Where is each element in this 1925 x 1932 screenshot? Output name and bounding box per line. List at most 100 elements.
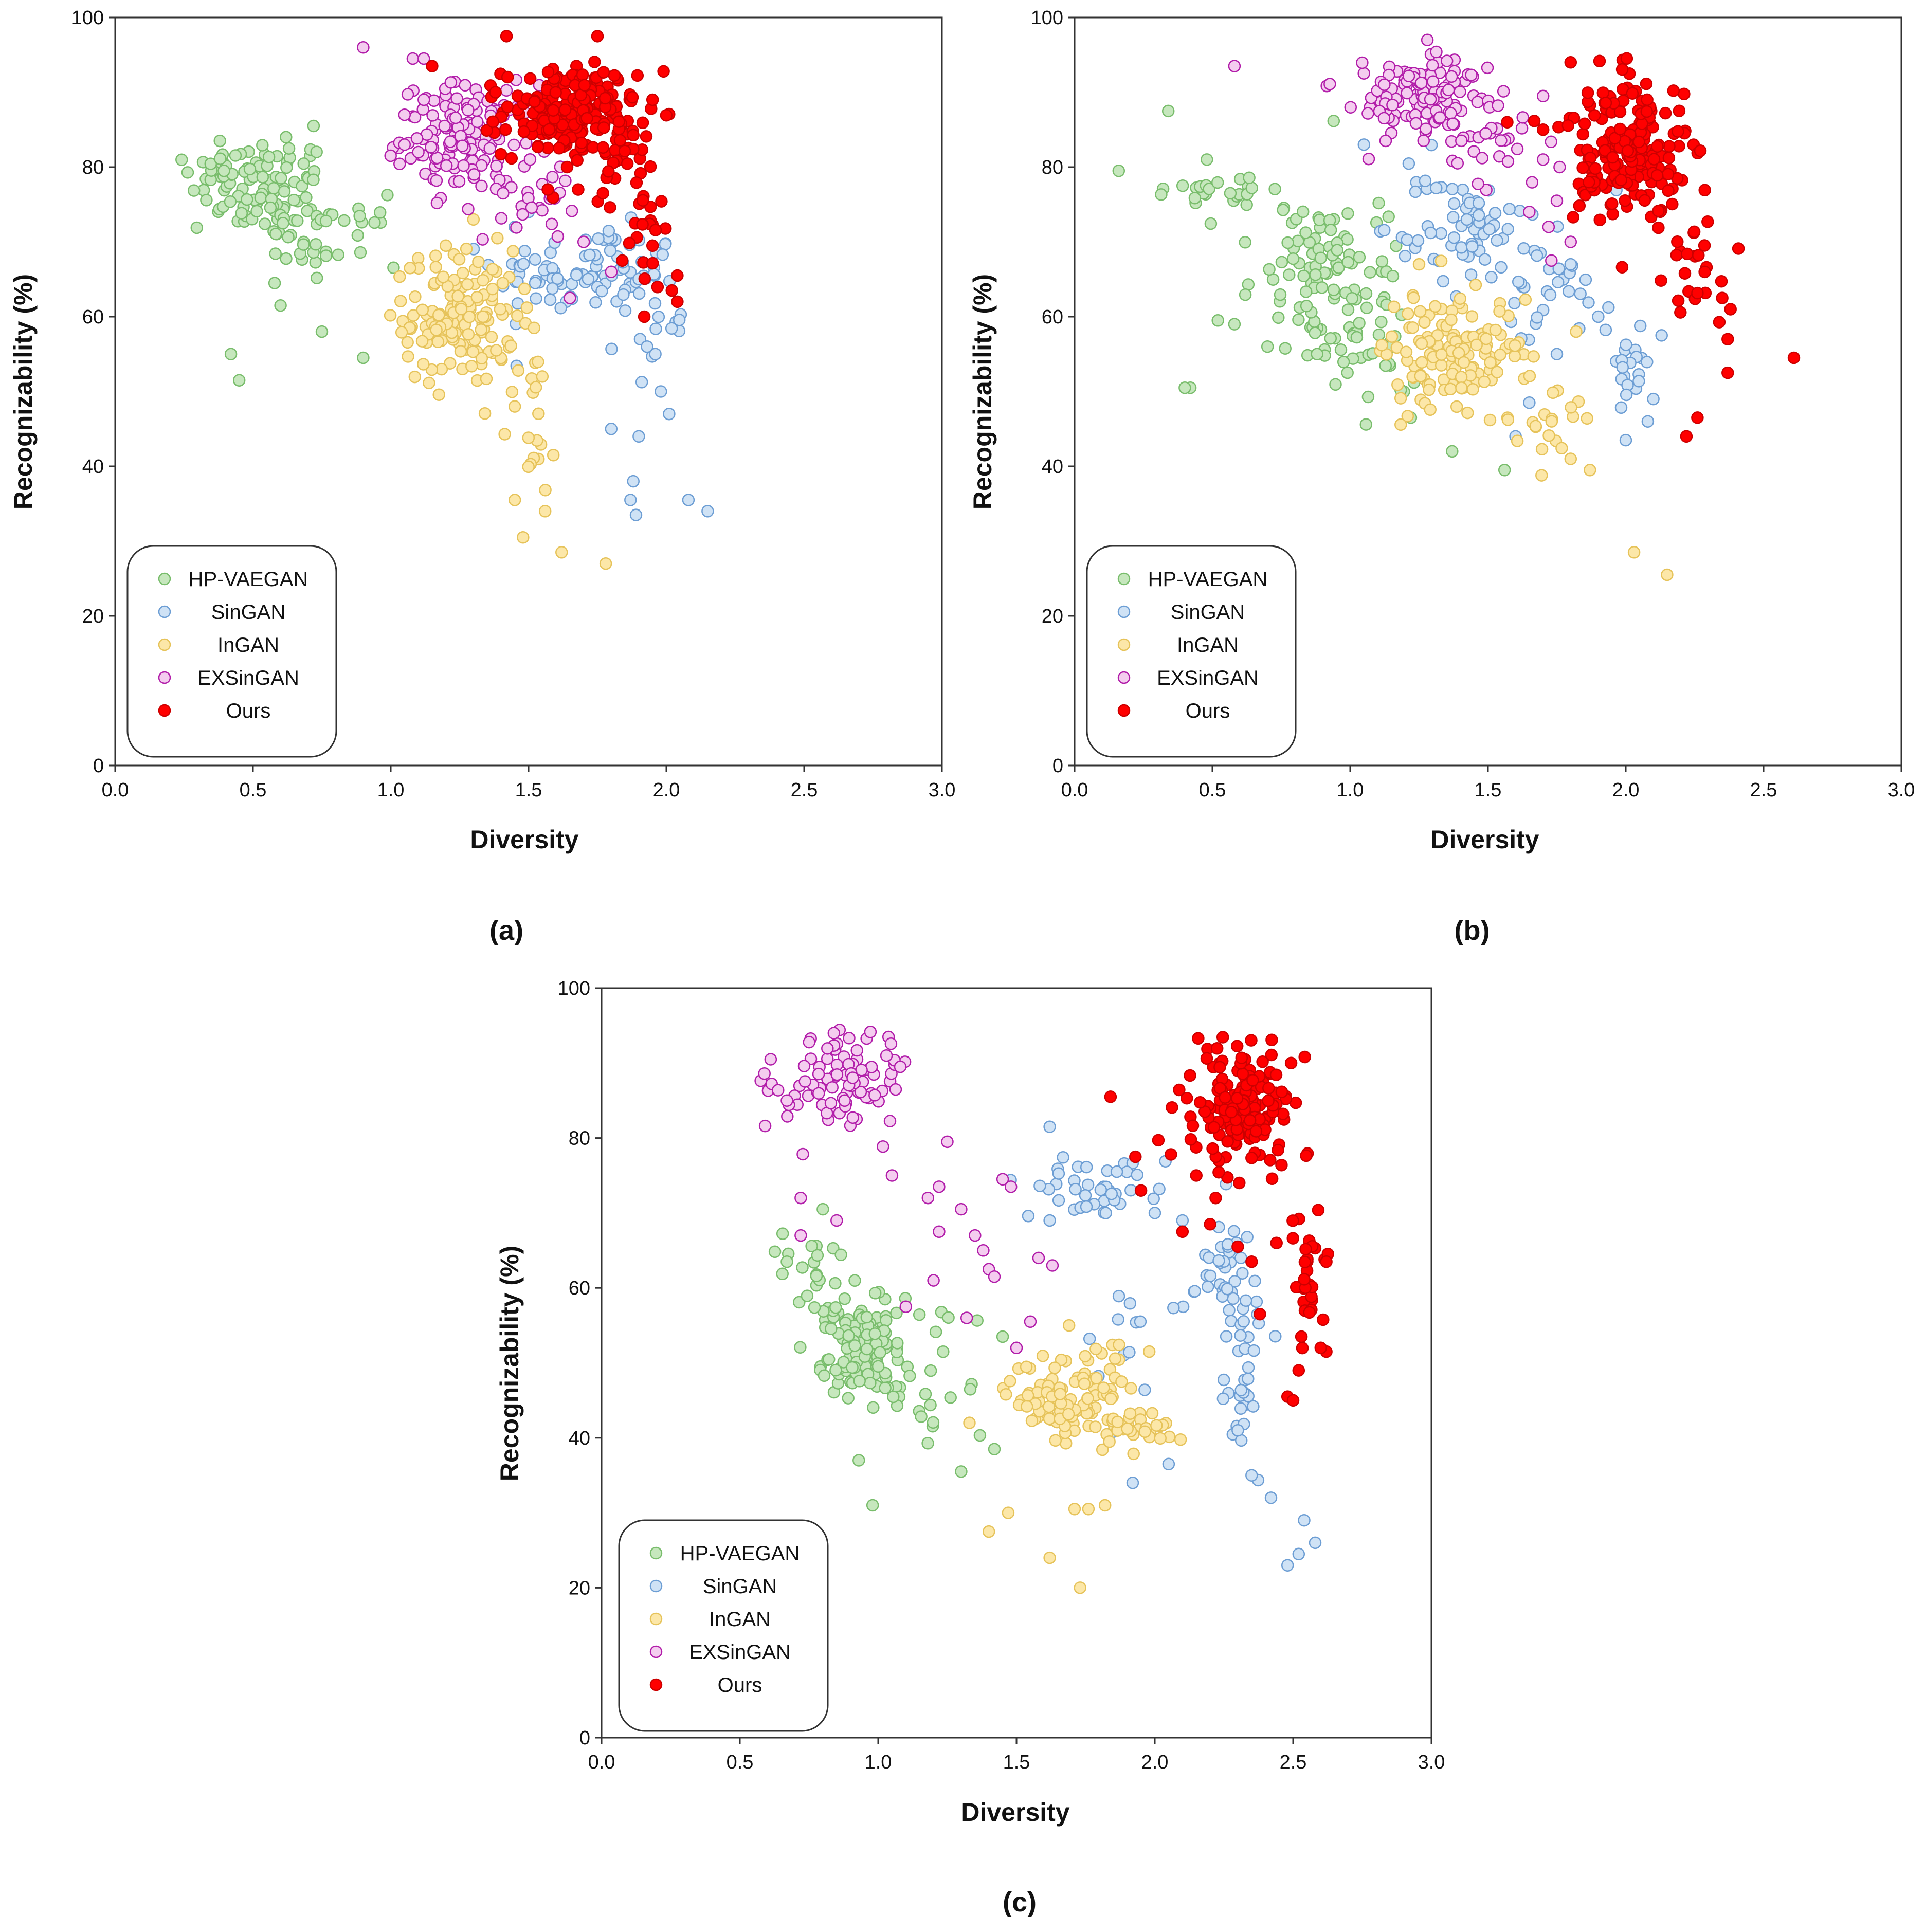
data-point (1298, 1255, 1312, 1269)
data-point (1245, 1469, 1258, 1482)
panel-a: 0.0 0.5 1.0 1.5 2.0 2.5 3.0 0 20 40 60 80 100 Divers… (9, 7, 955, 946)
data-point (539, 483, 552, 497)
data-point (1184, 1069, 1196, 1082)
data-point (1423, 383, 1436, 396)
data-point (887, 1390, 900, 1404)
y-tick-label: 40 (82, 456, 104, 478)
data-point (1495, 261, 1508, 274)
data-point (1281, 236, 1294, 249)
data-point (517, 125, 531, 138)
x-tick-label: 1.0 (1337, 779, 1364, 801)
data-point (494, 148, 507, 161)
data-point (1536, 153, 1550, 166)
data-point (1315, 281, 1329, 294)
data-point (1715, 275, 1728, 288)
data-point (417, 52, 430, 65)
data-point (1269, 1329, 1282, 1343)
data-point (1341, 366, 1354, 379)
x-tick-label: 1.5 (1475, 779, 1502, 801)
data-point (1298, 1050, 1311, 1064)
data-point (879, 1381, 892, 1395)
data-point (596, 141, 610, 154)
data-point (1407, 291, 1420, 304)
data-point (1701, 215, 1714, 228)
data-point (518, 245, 531, 258)
data-point (525, 201, 538, 214)
data-point (1228, 318, 1241, 331)
data-point (1264, 1491, 1278, 1504)
data-point (1478, 253, 1492, 266)
data-point (1317, 1313, 1330, 1326)
data-point (1176, 1225, 1189, 1238)
data-point (1134, 1315, 1147, 1328)
data-point (1461, 406, 1474, 420)
data-point (1414, 370, 1427, 382)
data-point (426, 109, 439, 122)
data-point (624, 494, 637, 506)
data-point (1579, 273, 1592, 286)
data-point (1240, 198, 1253, 211)
y-tick-label: 60 (1042, 306, 1063, 328)
data-point (499, 123, 512, 136)
data-point (982, 1525, 995, 1538)
data-point (1465, 68, 1478, 81)
data-point (1193, 1096, 1207, 1109)
data-point (1495, 134, 1508, 147)
data-point (649, 224, 662, 236)
data-point (1103, 1435, 1116, 1448)
data-point (532, 355, 544, 369)
data-point (466, 345, 480, 358)
data-point (1220, 1330, 1233, 1343)
y-tick-label: 40 (1042, 456, 1063, 478)
data-point (1430, 45, 1443, 59)
data-point (913, 1308, 926, 1321)
data-point (1286, 252, 1300, 265)
data-point (1364, 266, 1376, 279)
legend-marker-exsingan (1117, 671, 1131, 684)
data-point (1254, 1307, 1266, 1321)
data-point (475, 323, 487, 336)
data-point (1655, 274, 1667, 287)
data-point (1243, 171, 1256, 185)
data-point (1615, 63, 1629, 76)
data-point (1483, 413, 1497, 427)
data-point (280, 161, 293, 174)
data-point (373, 206, 387, 219)
data-point (410, 132, 424, 145)
data-point (1361, 107, 1374, 120)
data-point (1455, 371, 1468, 384)
data-point (476, 233, 489, 246)
data-point (1242, 1361, 1255, 1374)
data-point (1555, 442, 1568, 455)
data-point (1105, 1187, 1118, 1200)
data-point (1437, 275, 1450, 288)
data-point (505, 152, 518, 165)
data-point (582, 272, 595, 285)
data-point (1204, 217, 1218, 230)
data-point (834, 1248, 847, 1262)
data-point (1535, 469, 1548, 482)
data-point (1673, 104, 1686, 117)
data-point (1022, 1210, 1035, 1223)
data-point (1421, 33, 1434, 46)
data-point (808, 1301, 821, 1314)
data-point (1219, 1091, 1232, 1104)
series-exsingan (1228, 33, 1577, 267)
data-point (1299, 1243, 1312, 1255)
data-point (486, 282, 499, 296)
data-point (846, 1361, 859, 1374)
data-point (1661, 168, 1675, 180)
data-point (619, 304, 632, 317)
data-point (541, 65, 555, 79)
data-point (1357, 138, 1371, 151)
data-point (1362, 152, 1375, 166)
data-point (1391, 378, 1404, 391)
data-point (1655, 329, 1668, 342)
data-point (1265, 1172, 1279, 1186)
data-point (866, 1499, 879, 1512)
data-point (510, 221, 523, 234)
data-point (1112, 1313, 1124, 1326)
data-point (300, 191, 313, 204)
data-point (572, 183, 585, 196)
data-point (1593, 213, 1606, 226)
